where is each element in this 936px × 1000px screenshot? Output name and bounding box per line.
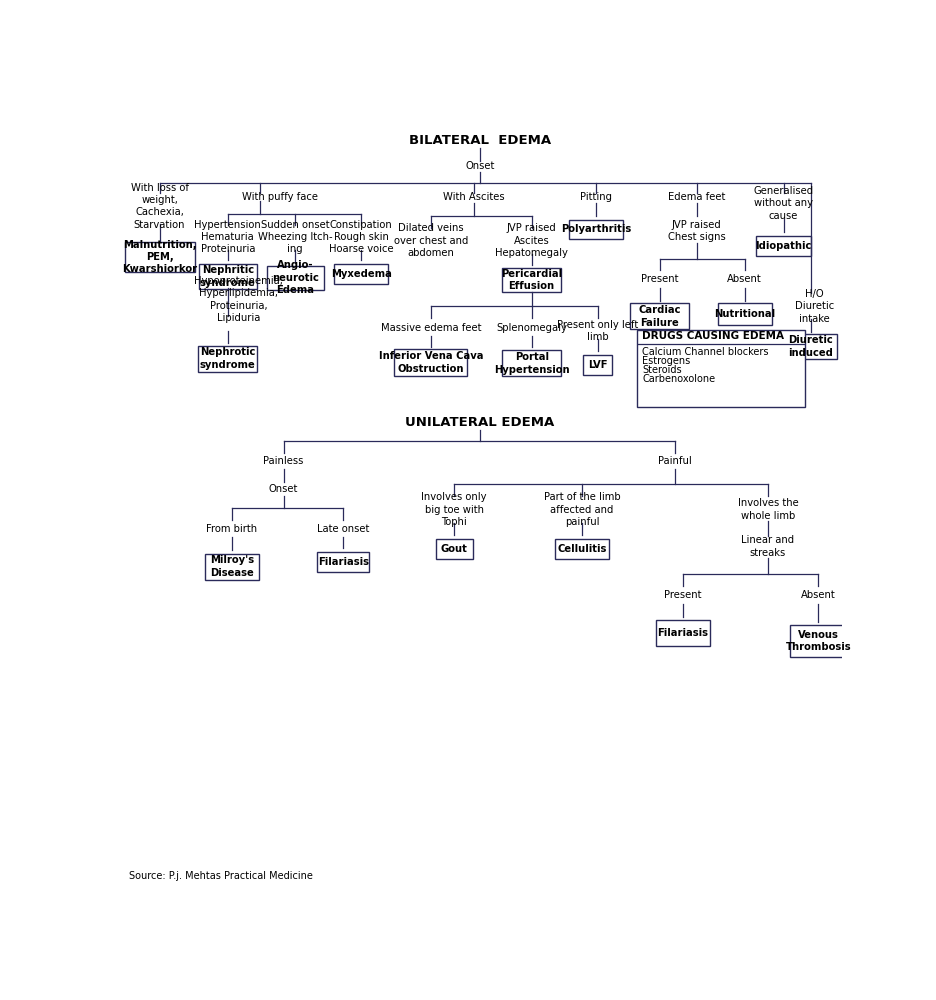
Text: Involves the
whole limb: Involves the whole limb <box>738 498 798 521</box>
Text: Edema feet: Edema feet <box>668 192 725 202</box>
FancyBboxPatch shape <box>435 539 473 559</box>
Text: Filariasis: Filariasis <box>657 628 709 638</box>
FancyBboxPatch shape <box>198 346 257 372</box>
Text: Carbenoxolone: Carbenoxolone <box>642 374 716 384</box>
FancyBboxPatch shape <box>630 303 689 329</box>
FancyBboxPatch shape <box>784 334 837 359</box>
Text: Splenomegaly: Splenomegaly <box>496 323 567 333</box>
FancyBboxPatch shape <box>583 355 612 375</box>
Text: Involves only
big toe with
Tophi: Involves only big toe with Tophi <box>421 492 487 527</box>
Text: Portal
Hypertension: Portal Hypertension <box>494 352 569 375</box>
FancyBboxPatch shape <box>791 625 846 657</box>
Text: Estrogens: Estrogens <box>642 356 691 366</box>
Text: Nephritic
syndrome: Nephritic syndrome <box>200 265 256 288</box>
Text: LVF: LVF <box>588 360 607 370</box>
Text: Present only left
limb: Present only left limb <box>557 320 638 342</box>
Text: Constipation
Rough skin
Hoarse voice: Constipation Rough skin Hoarse voice <box>329 220 393 254</box>
Text: Malnutrition,
PEM,
Kwarshiorkor: Malnutrition, PEM, Kwarshiorkor <box>122 240 197 274</box>
Text: Hypoproteinemia,
Hyperlipidemia,
Proteinuria,
Lipiduria: Hypoproteinemia, Hyperlipidemia, Protein… <box>195 276 283 323</box>
Text: BILATERAL  EDEMA: BILATERAL EDEMA <box>409 134 550 147</box>
Text: Hypertension
Hematuria
Proteinuria: Hypertension Hematuria Proteinuria <box>195 220 261 254</box>
Text: Idiopathic: Idiopathic <box>755 241 812 251</box>
Text: Absent: Absent <box>727 274 762 284</box>
Text: JVP raised
Chest signs: JVP raised Chest signs <box>667 220 725 242</box>
FancyBboxPatch shape <box>124 242 195 272</box>
Text: Venous
Thrombosis: Venous Thrombosis <box>785 630 851 652</box>
Text: Nutritional: Nutritional <box>714 309 775 319</box>
Text: Polyarthritis: Polyarthritis <box>561 224 631 234</box>
FancyBboxPatch shape <box>637 330 805 407</box>
Text: Nephrotic
syndrome: Nephrotic syndrome <box>200 347 256 370</box>
Text: From birth: From birth <box>206 524 257 534</box>
Text: Onset: Onset <box>269 484 299 494</box>
Text: Dilated veins
over chest and
abdomen: Dilated veins over chest and abdomen <box>394 223 468 258</box>
Text: Cellulitis: Cellulitis <box>557 544 607 554</box>
FancyBboxPatch shape <box>756 235 811 256</box>
FancyBboxPatch shape <box>569 220 623 239</box>
Text: Absent: Absent <box>801 590 836 600</box>
Text: Linear and
streaks: Linear and streaks <box>741 535 795 558</box>
Text: Calcium Channel blockers: Calcium Channel blockers <box>642 347 769 357</box>
Text: With puffy face: With puffy face <box>241 192 317 202</box>
FancyBboxPatch shape <box>503 350 561 376</box>
Text: Onset: Onset <box>465 161 494 171</box>
FancyBboxPatch shape <box>503 268 561 292</box>
Text: With Ascites: With Ascites <box>443 192 505 202</box>
Text: Steroids: Steroids <box>642 365 682 375</box>
Text: Pitting: Pitting <box>580 192 612 202</box>
Text: Diuretic
induced: Diuretic induced <box>788 335 833 358</box>
Text: H/O
Diuretic
intake: H/O Diuretic intake <box>795 289 834 324</box>
Text: Source: P.j. Mehtas Practical Medicine: Source: P.j. Mehtas Practical Medicine <box>128 871 313 881</box>
Text: UNILATERAL EDEMA: UNILATERAL EDEMA <box>405 416 554 429</box>
FancyBboxPatch shape <box>655 620 709 646</box>
Text: Present: Present <box>641 274 679 284</box>
Text: Angio-
neurotic
Edema: Angio- neurotic Edema <box>271 260 318 295</box>
FancyBboxPatch shape <box>334 264 388 284</box>
Text: Cardiac
Failure: Cardiac Failure <box>638 305 680 328</box>
Text: With loss of
weight,
Cachexia,
Starvation: With loss of weight, Cachexia, Starvatio… <box>131 183 189 230</box>
FancyBboxPatch shape <box>205 554 259 580</box>
Text: Inferior Vena Cava
Obstruction: Inferior Vena Cava Obstruction <box>379 351 483 374</box>
Text: Gout: Gout <box>441 544 468 554</box>
FancyBboxPatch shape <box>199 264 256 289</box>
Text: Filariasis: Filariasis <box>318 557 369 567</box>
FancyBboxPatch shape <box>718 303 772 325</box>
Text: Late onset: Late onset <box>317 524 370 534</box>
Text: JVP raised
Ascites
Hepatomegaly: JVP raised Ascites Hepatomegaly <box>495 223 568 258</box>
FancyBboxPatch shape <box>394 349 467 376</box>
Text: DRUGS CAUSING EDEMA: DRUGS CAUSING EDEMA <box>642 331 784 341</box>
FancyBboxPatch shape <box>267 266 324 290</box>
Text: Painful: Painful <box>658 456 692 466</box>
Text: Pericardial
Effusion: Pericardial Effusion <box>501 269 563 291</box>
Text: Sudden onset
Wheezing Itch-
ing: Sudden onset Wheezing Itch- ing <box>258 220 332 254</box>
Text: Painless: Painless <box>263 456 304 466</box>
Text: Massive edema feet: Massive edema feet <box>381 323 481 333</box>
Text: Generalised
without any
cause: Generalised without any cause <box>753 186 813 221</box>
Text: Present: Present <box>664 590 701 600</box>
FancyBboxPatch shape <box>555 539 609 559</box>
Text: Milroy's
Disease: Milroy's Disease <box>210 555 254 578</box>
Text: Part of the limb
affected and
painful: Part of the limb affected and painful <box>544 492 621 527</box>
Text: Myxedema: Myxedema <box>330 269 391 279</box>
FancyBboxPatch shape <box>317 552 370 572</box>
